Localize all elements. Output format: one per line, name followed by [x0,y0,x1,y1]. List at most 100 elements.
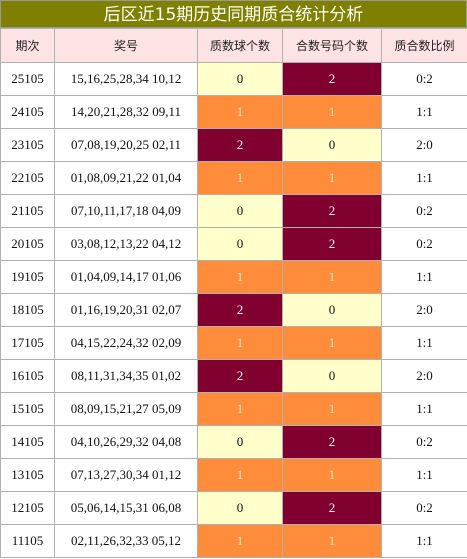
table-row: 21105 07,10,11,17,18 04,09 0 2 0:2 [0,194,467,228]
ratio-cell: 1:1 [381,326,467,360]
table-row: 13105 07,13,27,30,34 01,12 1 1 1:1 [0,458,467,492]
period-cell: 21105 [0,194,55,228]
table-row: 25105 15,16,25,28,34 10,12 0 2 0:2 [0,62,467,96]
period-cell: 13105 [0,458,55,492]
numbers-cell: 04,10,26,29,32 04,08 [54,425,198,459]
prime-count-cell: 1 [197,260,283,294]
composite-count-cell: 0 [282,359,382,393]
numbers-cell: 07,08,19,20,25 02,11 [54,128,198,162]
period-cell: 23105 [0,128,55,162]
period-cell: 18105 [0,293,55,327]
ratio-cell: 0:2 [381,491,467,525]
composite-count-cell: 1 [282,458,382,492]
column-header: 期次 [0,28,55,63]
numbers-cell: 02,11,26,32,33 05,12 [54,524,198,558]
prime-count-cell: 0 [197,491,283,525]
prime-count-cell: 1 [197,392,283,426]
numbers-cell: 14,20,21,28,32 09,11 [54,95,198,129]
header-row: 期次 奖号 质数球个数 合数号码个数 质合数比例 [0,28,467,63]
numbers-cell: 05,06,14,15,31 06,08 [54,491,198,525]
prime-count-cell: 2 [197,293,283,327]
numbers-cell: 08,11,31,34,35 01,02 [54,359,198,393]
period-cell: 20105 [0,227,55,261]
composite-count-cell: 1 [282,161,382,195]
page-title: 后区近15期历史同期质合统计分析 [0,0,467,28]
column-header: 合数号码个数 [282,28,382,63]
numbers-cell: 04,15,22,24,32 02,09 [54,326,198,360]
table-row: 18105 01,16,19,20,31 02,07 2 0 2:0 [0,293,467,327]
numbers-cell: 01,16,19,20,31 02,07 [54,293,198,327]
table-row: 24105 14,20,21,28,32 09,11 1 1 1:1 [0,95,467,129]
period-cell: 15105 [0,392,55,426]
period-cell: 16105 [0,359,55,393]
period-cell: 19105 [0,260,55,294]
period-cell: 12105 [0,491,55,525]
period-cell: 24105 [0,95,55,129]
stats-table: 期次 奖号 质数球个数 合数号码个数 质合数比例 25105 15,16,25,28,34… [0,28,467,558]
prime-count-cell: 1 [197,458,283,492]
composite-count-cell: 1 [282,260,382,294]
numbers-cell: 01,08,09,21,22 01,04 [54,161,198,195]
numbers-cell: 01,04,09,14,17 01,06 [54,260,198,294]
table-row: 12105 05,06,14,15,31 06,08 0 2 0:2 [0,491,467,525]
composite-count-cell: 1 [282,95,382,129]
ratio-cell: 0:2 [381,227,467,261]
table-row: 19105 01,04,09,14,17 01,06 1 1 1:1 [0,260,467,294]
numbers-cell: 03,08,12,13,22 04,12 [54,227,198,261]
composite-count-cell: 2 [282,194,382,228]
numbers-cell: 08,09,15,21,27 05,09 [54,392,198,426]
table-row: 23105 07,08,19,20,25 02,11 2 0 2:0 [0,128,467,162]
table-row: 11105 02,11,26,32,33 05,12 1 1 1:1 [0,524,467,558]
composite-count-cell: 2 [282,62,382,96]
period-cell: 11105 [0,524,55,558]
ratio-cell: 0:2 [381,425,467,459]
prime-count-cell: 1 [197,326,283,360]
table-row: 15105 08,09,15,21,27 05,09 1 1 1:1 [0,392,467,426]
numbers-cell: 15,16,25,28,34 10,12 [54,62,198,96]
period-cell: 17105 [0,326,55,360]
table-row: 20105 03,08,12,13,22 04,12 0 2 0:2 [0,227,467,261]
table-row: 17105 04,15,22,24,32 02,09 1 1 1:1 [0,326,467,360]
period-cell: 14105 [0,425,55,459]
ratio-cell: 0:2 [381,194,467,228]
prime-count-cell: 0 [197,62,283,96]
column-header: 质合数比例 [381,28,467,63]
composite-count-cell: 0 [282,293,382,327]
column-header: 质数球个数 [197,28,283,63]
table-row: 16105 08,11,31,34,35 01,02 2 0 2:0 [0,359,467,393]
prime-count-cell: 1 [197,161,283,195]
ratio-cell: 1:1 [381,392,467,426]
period-cell: 25105 [0,62,55,96]
period-cell: 22105 [0,161,55,195]
ratio-cell: 2:0 [381,128,467,162]
prime-count-cell: 0 [197,425,283,459]
ratio-cell: 2:0 [381,359,467,393]
ratio-cell: 2:0 [381,293,467,327]
prime-count-cell: 1 [197,524,283,558]
prime-count-cell: 2 [197,359,283,393]
prime-count-cell: 1 [197,95,283,129]
numbers-cell: 07,10,11,17,18 04,09 [54,194,198,228]
table-body: 25105 15,16,25,28,34 10,12 0 2 0:2 24105 14,20… [0,62,467,558]
composite-count-cell: 1 [282,326,382,360]
ratio-cell: 1:1 [381,161,467,195]
ratio-cell: 1:1 [381,260,467,294]
composite-count-cell: 2 [282,227,382,261]
table-row: 14105 04,10,26,29,32 04,08 0 2 0:2 [0,425,467,459]
prime-count-cell: 0 [197,227,283,261]
composite-count-cell: 2 [282,425,382,459]
ratio-cell: 1:1 [381,95,467,129]
composite-count-cell: 1 [282,392,382,426]
ratio-cell: 1:1 [381,524,467,558]
ratio-cell: 0:2 [381,62,467,96]
composite-count-cell: 1 [282,524,382,558]
composite-count-cell: 0 [282,128,382,162]
column-header: 奖号 [54,28,198,63]
table-row: 22105 01,08,09,21,22 01,04 1 1 1:1 [0,161,467,195]
composite-count-cell: 2 [282,491,382,525]
numbers-cell: 07,13,27,30,34 01,12 [54,458,198,492]
ratio-cell: 1:1 [381,458,467,492]
prime-count-cell: 2 [197,128,283,162]
prime-count-cell: 0 [197,194,283,228]
